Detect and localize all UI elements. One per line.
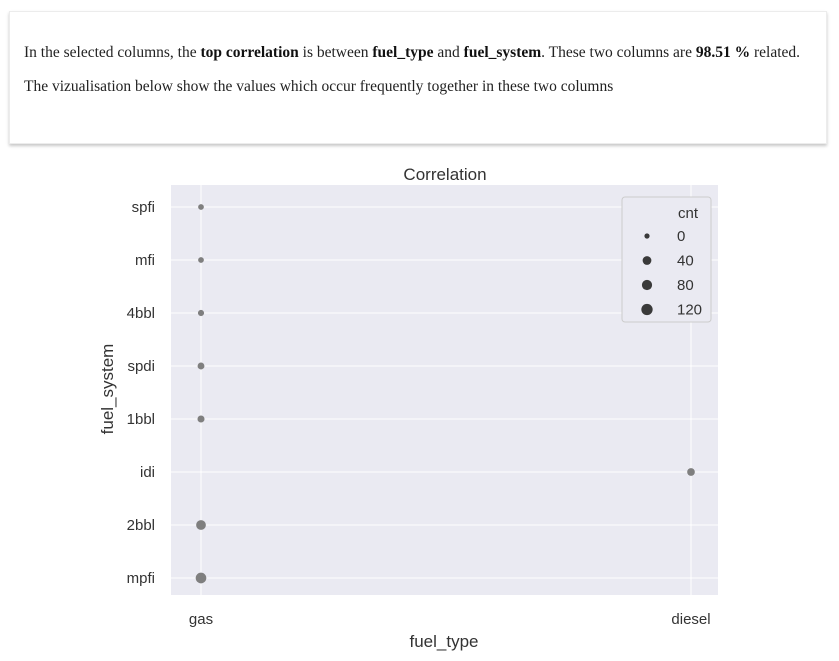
summary-text: . These two columns are — [541, 44, 696, 61]
y-tick-label-2bbl: 2bbl — [127, 517, 155, 534]
legend-label-0: 0 — [677, 228, 685, 245]
summary-text: and — [433, 44, 464, 61]
summary-paragraph: In the selected columns, the top correla… — [24, 41, 812, 64]
y-tick-label-spfi: spfi — [132, 199, 155, 216]
correlation-summary-card: In the selected columns, the top correla… — [9, 11, 827, 144]
summary-text: is between — [298, 44, 373, 61]
grid-lines — [171, 185, 718, 595]
data-point-gas-4bbl — [197, 309, 205, 317]
y-tick-label-mfi: mfi — [135, 252, 155, 269]
data-points — [195, 204, 695, 584]
x-tick-labels: gas diesel — [189, 611, 711, 628]
data-point-gas-spfi — [198, 204, 204, 210]
legend-marker-0 — [644, 233, 650, 239]
data-point-gas-1bbl — [197, 415, 205, 423]
y-tick-label-spdi: spdi — [127, 358, 155, 375]
y-tick-label-idi: idi — [140, 464, 155, 481]
summary-text: related. — [750, 44, 801, 61]
y-tick-labels: spfi mfi 4bbl spdi 1bbl idi 2bbl mpfi — [127, 199, 155, 587]
summary-highlight-column-1: fuel_type — [372, 44, 434, 61]
legend-box — [621, 196, 712, 323]
y-tick-label-4bbl: 4bbl — [127, 305, 155, 322]
chart-title: Correlation — [403, 165, 486, 184]
data-point-gas-mpfi — [195, 572, 207, 584]
x-axis-label: fuel_type — [410, 632, 479, 651]
x-tick-label-diesel: diesel — [671, 611, 710, 628]
correlation-scatter-plot: spfi mfi 4bbl spdi 1bbl idi 2bbl mpfi gas diesel… — [98, 165, 718, 651]
y-tick-label-1bbl: 1bbl — [127, 411, 155, 428]
y-axis-label: fuel_system — [98, 344, 117, 435]
size-legend: cnt 0 40 80 120 — [621, 196, 712, 323]
legend-marker-40 — [642, 256, 652, 265]
legend-title: cnt — [678, 205, 699, 222]
summary-highlight-top-correlation: top correlation — [200, 44, 299, 61]
summary-highlight-column-2: fuel_system — [463, 44, 542, 61]
legend-label-120: 120 — [677, 302, 702, 319]
legend-marker-120 — [641, 303, 653, 316]
data-point-gas-mfi — [198, 257, 204, 263]
visualisation-description: The vizualisation below show the values … — [24, 78, 614, 95]
data-point-gas-spdi — [197, 362, 205, 370]
data-point-gas-2bbl — [196, 520, 206, 530]
legend-label-40: 40 — [677, 253, 694, 270]
legend-label-80: 80 — [677, 277, 694, 294]
correlation-chart: spfi mfi 4bbl spdi 1bbl idi 2bbl mpfi gas diesel… — [0, 152, 839, 661]
summary-highlight-percentage: 98.51 % — [695, 44, 751, 61]
y-tick-label-mpfi: mpfi — [127, 570, 155, 587]
summary-text: In the selected columns, the — [24, 44, 201, 61]
legend-marker-80 — [641, 279, 653, 291]
data-point-diesel-idi — [687, 468, 695, 476]
x-tick-label-gas: gas — [189, 611, 213, 628]
